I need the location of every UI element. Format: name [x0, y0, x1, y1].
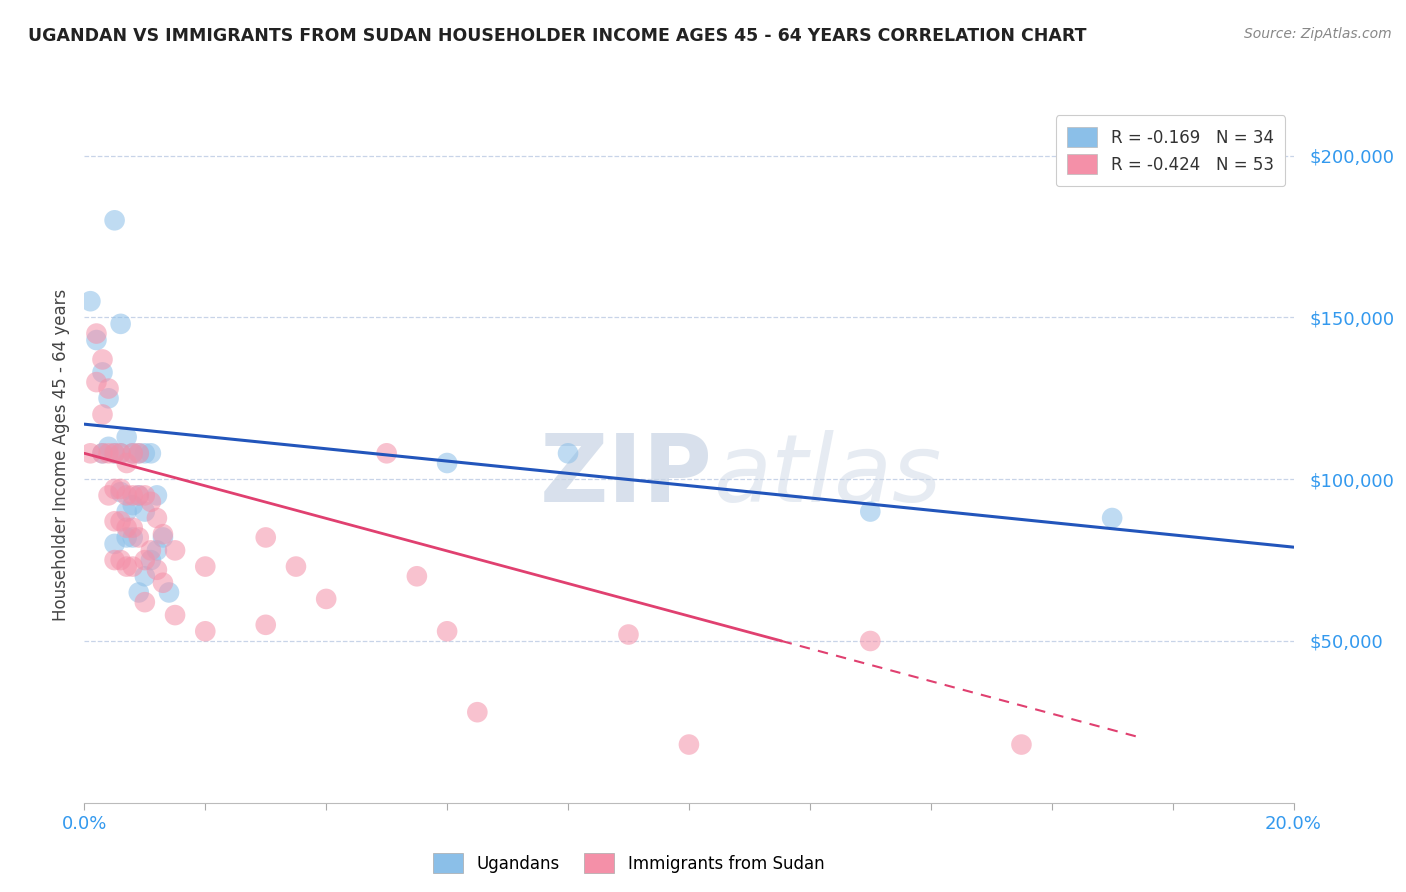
Point — [128, 488, 150, 502]
Point — [91, 365, 114, 379]
Point — [134, 446, 156, 460]
Point — [375, 446, 398, 460]
Point — [121, 498, 143, 512]
Point — [91, 352, 114, 367]
Point — [128, 488, 150, 502]
Point — [146, 543, 169, 558]
Point — [104, 514, 127, 528]
Point — [128, 446, 150, 460]
Point — [859, 634, 882, 648]
Point — [152, 575, 174, 590]
Point — [284, 559, 308, 574]
Point — [110, 482, 132, 496]
Point — [104, 482, 127, 496]
Point — [104, 537, 127, 551]
Point — [163, 608, 186, 623]
Point — [115, 504, 138, 518]
Point — [194, 624, 217, 639]
Point — [86, 326, 108, 341]
Point — [110, 446, 132, 460]
Point — [121, 559, 143, 574]
Point — [134, 595, 156, 609]
Point — [97, 488, 120, 502]
Point — [859, 504, 882, 518]
Point — [104, 553, 127, 567]
Point — [115, 488, 138, 502]
Point — [121, 531, 143, 545]
Point — [121, 521, 143, 535]
Point — [146, 488, 169, 502]
Point — [115, 430, 138, 444]
Point — [157, 585, 180, 599]
Point — [557, 446, 579, 460]
Point — [110, 446, 132, 460]
Point — [97, 446, 120, 460]
Point — [110, 485, 132, 500]
Text: atlas: atlas — [713, 430, 942, 521]
Point — [254, 531, 277, 545]
Point — [152, 527, 174, 541]
Point — [139, 446, 162, 460]
Point — [121, 446, 143, 460]
Point — [91, 446, 114, 460]
Point — [1010, 738, 1032, 752]
Point — [79, 446, 101, 460]
Point — [315, 591, 337, 606]
Point — [110, 553, 132, 567]
Point — [97, 440, 120, 454]
Point — [128, 446, 150, 460]
Point — [115, 456, 138, 470]
Text: ZIP: ZIP — [540, 430, 713, 522]
Point — [121, 488, 143, 502]
Point — [110, 514, 132, 528]
Point — [254, 617, 277, 632]
Point — [110, 317, 132, 331]
Point — [104, 213, 127, 227]
Point — [467, 705, 489, 719]
Point — [91, 446, 114, 460]
Point — [406, 569, 429, 583]
Point — [617, 627, 640, 641]
Point — [194, 559, 217, 574]
Legend: Ugandans, Immigrants from Sudan: Ugandans, Immigrants from Sudan — [420, 841, 837, 885]
Point — [115, 531, 138, 545]
Point — [97, 392, 120, 406]
Point — [134, 504, 156, 518]
Point — [163, 543, 186, 558]
Point — [115, 521, 138, 535]
Point — [104, 446, 127, 460]
Point — [146, 563, 169, 577]
Point — [152, 531, 174, 545]
Point — [139, 553, 162, 567]
Point — [436, 624, 458, 639]
Point — [1101, 511, 1123, 525]
Point — [86, 375, 108, 389]
Point — [121, 446, 143, 460]
Point — [436, 456, 458, 470]
Point — [128, 585, 150, 599]
Text: Source: ZipAtlas.com: Source: ZipAtlas.com — [1244, 27, 1392, 41]
Point — [134, 553, 156, 567]
Point — [134, 488, 156, 502]
Text: UGANDAN VS IMMIGRANTS FROM SUDAN HOUSEHOLDER INCOME AGES 45 - 64 YEARS CORRELATI: UGANDAN VS IMMIGRANTS FROM SUDAN HOUSEHO… — [28, 27, 1087, 45]
Point — [91, 408, 114, 422]
Point — [678, 738, 700, 752]
Point — [146, 511, 169, 525]
Point — [134, 569, 156, 583]
Point — [115, 559, 138, 574]
Point — [139, 543, 162, 558]
Y-axis label: Householder Income Ages 45 - 64 years: Householder Income Ages 45 - 64 years — [52, 289, 70, 621]
Point — [79, 294, 101, 309]
Point — [97, 382, 120, 396]
Point — [104, 446, 127, 460]
Point — [128, 531, 150, 545]
Point — [86, 333, 108, 347]
Point — [139, 495, 162, 509]
